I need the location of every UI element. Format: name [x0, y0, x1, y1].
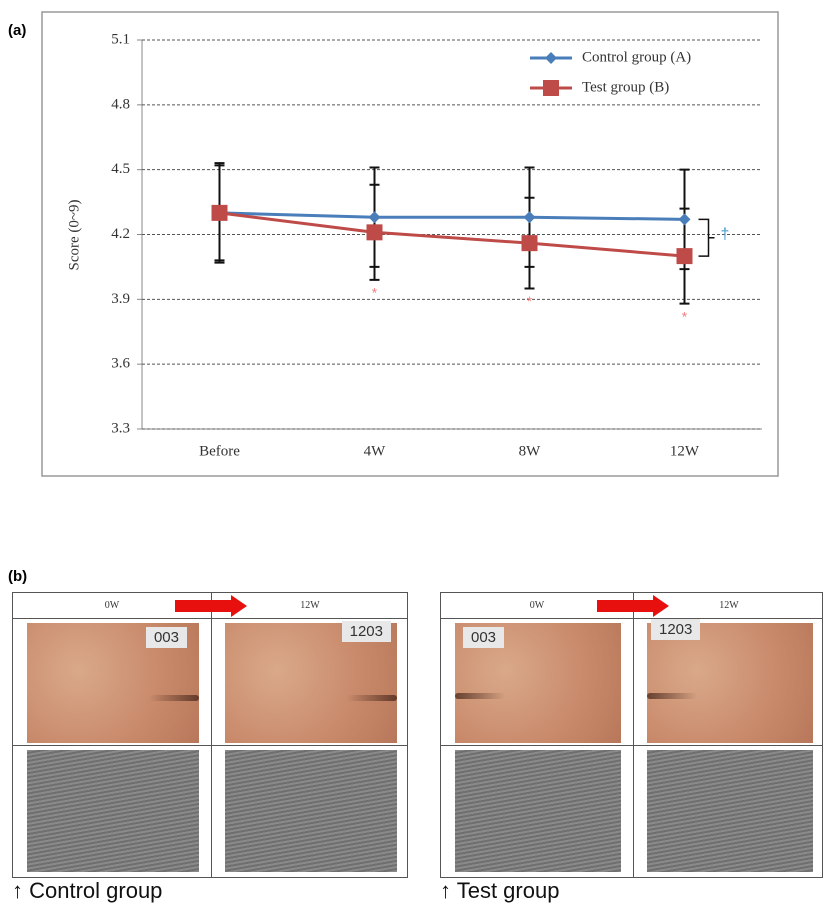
progress-arrow	[175, 600, 231, 612]
arrow-head	[653, 595, 669, 617]
legend-label: Control group (A)	[582, 49, 691, 65]
marker	[522, 235, 538, 251]
chart: Score (0~9) 3.3 3.6 3.9 4.2 4.5 4.8 5.1 Before 4…	[0, 0, 823, 490]
x-tick-label: 8W	[519, 443, 542, 459]
replica-photo	[455, 750, 621, 872]
photo-tag: 003	[146, 627, 187, 648]
y-tick-label: 4.8	[111, 96, 130, 112]
significance-marker: *	[682, 308, 688, 324]
skin-crease	[149, 695, 199, 701]
progress-arrow	[597, 600, 653, 612]
y-axis-label: Score (0~9)	[66, 199, 82, 270]
y-tick-label: 3.6	[111, 356, 130, 372]
significance-marker: †	[721, 226, 730, 243]
skin-photo: 003	[455, 623, 621, 743]
y-tick-label: 5.1	[111, 31, 130, 47]
marker	[367, 224, 383, 240]
skin-crease	[455, 693, 505, 699]
row-divider	[13, 745, 407, 746]
row-divider	[441, 745, 822, 746]
photo-tag: 1203	[342, 621, 391, 642]
significance-marker: *	[527, 293, 533, 309]
skin-photo: 1203	[647, 623, 813, 743]
group-caption: ↑ Control group	[12, 878, 162, 904]
skin-crease	[647, 693, 697, 699]
col-divider	[633, 593, 634, 877]
marker	[677, 248, 693, 264]
skin-photo: 003	[27, 623, 199, 743]
y-tick-label: 4.2	[111, 226, 130, 242]
x-tick-label: Before	[199, 443, 240, 459]
legend-label: Test group (B)	[582, 79, 669, 95]
photo-tag: 1203	[651, 619, 700, 640]
x-tick-label: 4W	[364, 443, 387, 459]
y-tick-label: 3.9	[111, 291, 130, 307]
y-tick-label: 3.3	[111, 420, 130, 436]
page: {"chart_data": {"type": "line", "y_label…	[0, 0, 823, 907]
arrow-head	[231, 595, 247, 617]
panel-label: (b)	[8, 568, 27, 585]
col-divider	[211, 593, 212, 877]
significance-marker: *	[372, 285, 378, 301]
replica-photo	[27, 750, 199, 872]
photo-tag: 003	[463, 627, 504, 648]
marker	[543, 80, 559, 96]
replica-photo	[225, 750, 397, 872]
marker	[212, 205, 228, 221]
skin-photo: 1203	[225, 623, 397, 743]
replica-photo	[647, 750, 813, 872]
x-tick-label: 12W	[670, 443, 700, 459]
group-caption: ↑ Test group	[440, 878, 559, 904]
y-tick-label: 4.5	[111, 161, 130, 177]
skin-crease	[347, 695, 397, 701]
